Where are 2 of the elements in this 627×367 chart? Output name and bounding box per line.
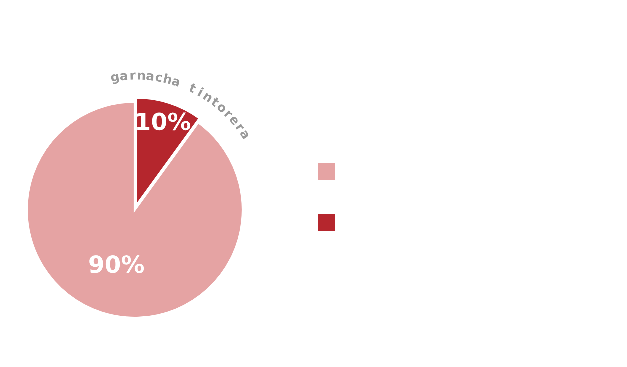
data-label: 90% bbox=[90, 255, 144, 274]
data-label: 10% bbox=[137, 112, 191, 131]
